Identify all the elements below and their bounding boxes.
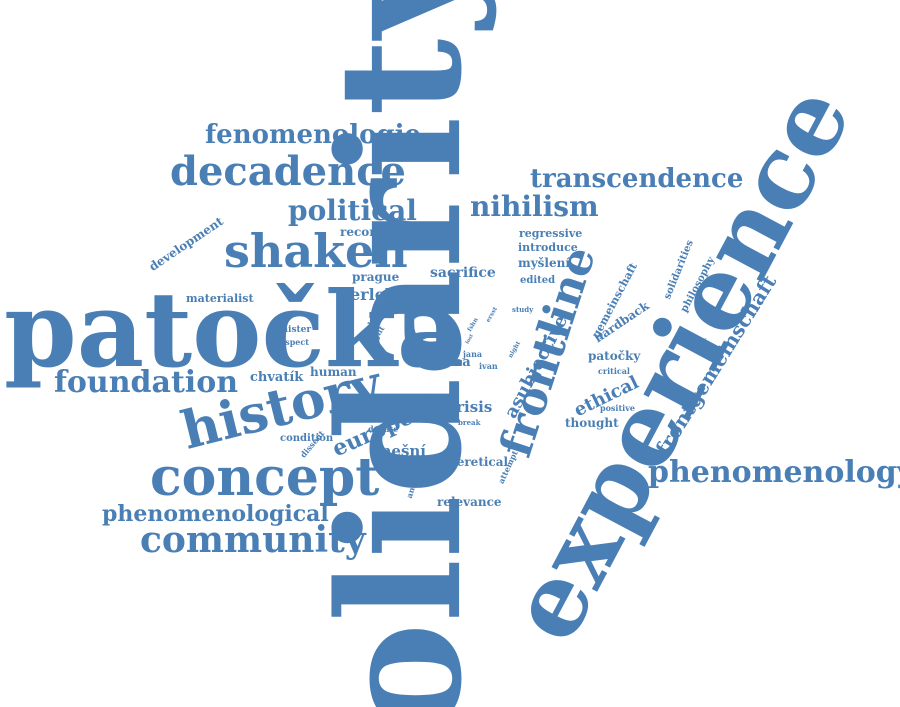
word-nihilism: nihilism bbox=[470, 193, 599, 221]
word-break: break bbox=[458, 419, 480, 426]
word-edited: edited bbox=[520, 276, 555, 286]
word-chvatik: chvatík bbox=[250, 371, 303, 384]
word-crisis: crisis bbox=[447, 400, 492, 415]
word-patocky: patočky bbox=[588, 350, 640, 362]
word-study: study bbox=[512, 306, 533, 313]
word-human: human bbox=[310, 366, 357, 378]
word-positive: positive bbox=[600, 404, 635, 412]
word-regressive: regressive bbox=[519, 228, 582, 239]
word-thought: thought bbox=[565, 417, 619, 429]
word-sinister: sinister bbox=[273, 326, 311, 335]
word-sacrifice: sacrifice bbox=[430, 266, 496, 280]
word-prague: prague bbox=[352, 271, 399, 283]
word-critical: critical bbox=[598, 367, 630, 375]
word-mysleni: myšlení bbox=[518, 257, 570, 269]
word-ivan: ivan bbox=[479, 362, 498, 370]
word-emerge: emerge bbox=[393, 458, 427, 466]
word-concept: concept bbox=[150, 452, 379, 504]
word-community: community bbox=[140, 522, 366, 558]
word-heretical: heretical bbox=[448, 456, 508, 468]
word-phenomenology: phenomenology bbox=[648, 458, 900, 488]
word-political: political bbox=[288, 197, 417, 225]
word-jana: jana bbox=[463, 350, 482, 358]
word-foundation: foundation bbox=[54, 368, 238, 398]
word-reconstruct: reconstruct bbox=[340, 226, 418, 238]
word-development: development bbox=[147, 215, 225, 273]
word-century: century bbox=[672, 336, 706, 344]
word-fenomenologie: fenomenologie bbox=[205, 122, 421, 148]
word-aspect: aspect bbox=[280, 338, 309, 346]
word-erlebnis: erlebnis bbox=[350, 287, 423, 303]
word-essay: essay bbox=[411, 397, 432, 404]
word-debate: debate bbox=[368, 425, 398, 433]
word-phenomenological: phenomenological bbox=[102, 503, 329, 525]
word-relevance: relevance bbox=[437, 496, 502, 508]
word-transcendence: transcendence bbox=[530, 166, 743, 192]
word-materialist: materialist bbox=[186, 293, 254, 304]
word-decadence: decadence bbox=[170, 152, 406, 192]
word-introduce: introduce bbox=[518, 242, 578, 253]
